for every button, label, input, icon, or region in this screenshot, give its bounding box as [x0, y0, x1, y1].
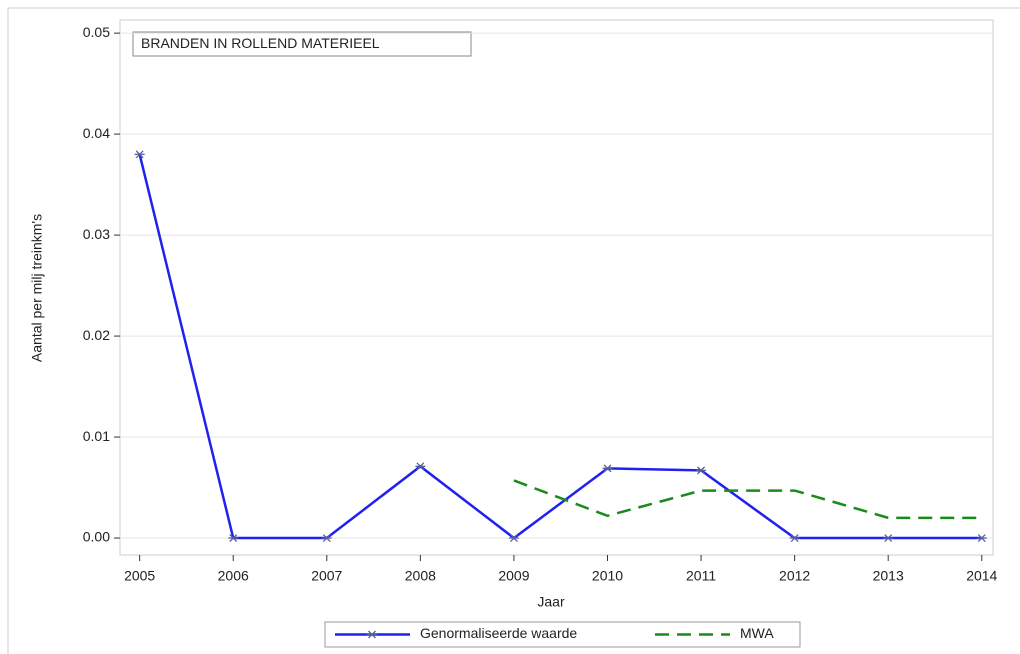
x-tick-label: 2007: [311, 568, 342, 584]
y-tick-label: 0.03: [83, 226, 110, 242]
annotation: BRANDEN IN ROLLEND MATERIEEL: [141, 35, 380, 51]
point-marker: [883, 534, 894, 542]
legend-label: MWA: [740, 625, 774, 641]
point-marker: [789, 534, 800, 542]
x-axis-label: Jaar: [537, 594, 565, 610]
series-line: [138, 154, 982, 540]
x-tick-label: 2011: [686, 568, 716, 584]
plot-frame: [119, 19, 994, 556]
x-tick-label: 2010: [592, 568, 623, 584]
y-tick-label: 0.00: [83, 529, 110, 545]
x-tick-label: 2009: [498, 568, 529, 584]
point-marker: [602, 464, 613, 473]
y-tick-label: 0.05: [83, 24, 110, 40]
y-tick-label: 0.02: [83, 327, 110, 343]
annotation-box: [132, 31, 472, 57]
point-marker: [508, 534, 519, 542]
legend-label: Genormaliseerde waarde: [420, 625, 577, 641]
x-tick-label: 2006: [218, 568, 249, 584]
x-tick-label: 2005: [124, 568, 155, 584]
y-axis-label: Aantal per milj treinkm's: [29, 214, 45, 362]
point-marker: [415, 462, 426, 471]
point-marker: [228, 534, 239, 542]
y-tick-label: 0.01: [83, 428, 110, 444]
x-tick-label: 2008: [405, 568, 436, 584]
x-tick-label: 2012: [779, 568, 810, 584]
x-tick-label: 2014: [966, 568, 997, 584]
x-tick-label: 2013: [873, 568, 904, 584]
point-marker: [321, 534, 332, 542]
series-line: [513, 479, 982, 520]
point-marker: [976, 534, 987, 542]
legend-marker: [367, 630, 377, 639]
point-marker: [696, 466, 707, 475]
y-tick-label: 0.04: [83, 125, 110, 141]
point-marker: [134, 150, 145, 159]
